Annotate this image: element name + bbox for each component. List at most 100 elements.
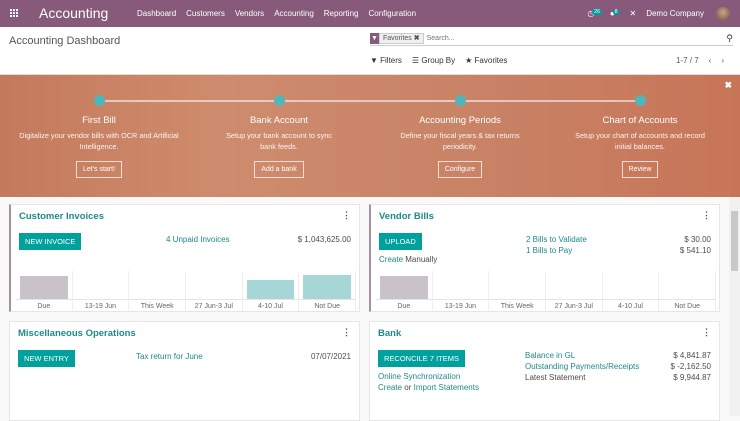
- search-bar: ▼ Favorites ✖ ⚲: [370, 32, 733, 46]
- search-facet: Favorites ✖: [379, 33, 424, 44]
- review-button[interactable]: Review: [621, 161, 659, 178]
- card-title[interactable]: Bank: [378, 328, 402, 339]
- filters-button[interactable]: ▼ Filters: [370, 56, 402, 65]
- menu-configuration[interactable]: Configuration: [368, 9, 417, 18]
- online-sync-link[interactable]: Online Synchronization: [378, 372, 461, 381]
- step-dot: [634, 95, 646, 106]
- upload-button[interactable]: UPLOAD: [379, 233, 422, 250]
- latest-statement-label: Latest Statement: [525, 373, 586, 382]
- step-description: Setup your bank account to sync bank fee…: [226, 131, 332, 151]
- unpaid-invoices-link[interactable]: 4 Unpaid Invoices: [166, 235, 230, 244]
- configure-button[interactable]: Configure: [437, 161, 483, 178]
- balance-gl-amount: $ 4,841.87: [673, 351, 711, 360]
- tax-return-link[interactable]: Tax return for June: [136, 352, 203, 361]
- step-title: Chart of Accounts: [602, 115, 678, 126]
- page-title: Accounting Dashboard: [9, 35, 121, 47]
- chart-column[interactable]: 4-10 Jul: [602, 271, 660, 313]
- chart-label: This Week: [129, 299, 185, 313]
- chart-bar[interactable]: [380, 276, 428, 299]
- kebab-menu-icon[interactable]: ⋮: [342, 210, 351, 220]
- chart-column[interactable]: 4-10 Jul: [242, 271, 300, 313]
- card-title[interactable]: Vendor Bills: [379, 211, 434, 222]
- chart-label: 27 Jun-3 Jul: [546, 299, 602, 313]
- pager-next-icon[interactable]: ›: [721, 56, 724, 65]
- menu-dashboard[interactable]: Dashboard: [137, 9, 177, 18]
- top-navbar: Accounting Dashboard Customers Vendors A…: [0, 0, 740, 27]
- card-title[interactable]: Miscellaneous Operations: [18, 328, 136, 339]
- vendor-bills-card: Vendor Bills ⋮ UPLOAD Create Manually 2 …: [369, 204, 720, 313]
- import-statements-link[interactable]: Import Statements: [413, 383, 479, 392]
- unpaid-amount: $ 1,043,625.00: [297, 235, 351, 244]
- step-first-bill: First Bill Digitalize your vendor bills …: [19, 95, 179, 178]
- pager-prev-icon[interactable]: ‹: [708, 56, 712, 65]
- invoice-aging-chart[interactable]: Due 13-19 Jun This Week 27 Jun-3 Jul 4-10 Ju…: [16, 271, 356, 313]
- validate-amount: $ 30.00: [684, 235, 711, 244]
- chart-column[interactable]: 27 Jun-3 Jul: [186, 271, 243, 313]
- chart-column[interactable]: This Week: [129, 271, 186, 313]
- balance-gl-link[interactable]: Balance in GL: [525, 351, 576, 360]
- chart-bar[interactable]: [303, 275, 351, 299]
- step-title: Accounting Periods: [419, 115, 501, 126]
- create-statement-link[interactable]: Create: [378, 383, 403, 392]
- chart-column[interactable]: Not Due: [299, 271, 356, 313]
- activity-icon[interactable]: ◷26: [587, 9, 602, 18]
- kebab-menu-icon[interactable]: ⋮: [702, 327, 711, 337]
- kebab-menu-icon[interactable]: ⋮: [342, 327, 351, 337]
- filters-label: Filters: [380, 56, 402, 65]
- chart-column[interactable]: 27 Jun-3 Jul: [546, 271, 603, 313]
- bills-to-pay-link[interactable]: 1 Bills to Pay: [526, 246, 573, 255]
- customer-invoices-card: Customer Invoices ⋮ NEW INVOICE 4 Unpaid…: [9, 204, 360, 313]
- outstanding-payments-link[interactable]: Outstanding Payments/Receipts: [525, 362, 640, 371]
- chart-bar[interactable]: [246, 279, 295, 299]
- close-banner-icon[interactable]: ✖: [724, 80, 732, 90]
- new-entry-button[interactable]: NEW ENTRY: [18, 350, 75, 367]
- menu-accounting[interactable]: Accounting: [274, 9, 314, 18]
- menu-vendors[interactable]: Vendors: [234, 9, 265, 18]
- activity-badge: 26: [592, 9, 602, 15]
- facet-remove-icon[interactable]: ✖: [413, 35, 420, 42]
- reconcile-button[interactable]: RECONCILE 7 ITEMS: [378, 350, 466, 367]
- step-title: First Bill: [82, 115, 116, 126]
- chart-label: This Week: [489, 299, 545, 313]
- card-title[interactable]: Customer Invoices: [19, 211, 104, 222]
- chart-column[interactable]: Due: [16, 271, 73, 313]
- menu-reporting[interactable]: Reporting: [323, 9, 359, 18]
- scrollbar[interactable]: [729, 197, 740, 416]
- chart-column[interactable]: This Week: [489, 271, 546, 313]
- lets-start-button[interactable]: Let's start!: [75, 161, 123, 178]
- group-by-label: Group By: [421, 56, 456, 65]
- favorites-button[interactable]: ★ Favorites: [465, 56, 508, 65]
- create-manually-link[interactable]: Create: [379, 255, 404, 264]
- or-text: or: [404, 383, 412, 392]
- kebab-menu-icon[interactable]: ⋮: [702, 210, 711, 220]
- bills-to-validate-link[interactable]: 2 Bills to Validate: [526, 235, 587, 244]
- pager-value[interactable]: 1-7 / 7: [675, 56, 699, 65]
- tax-return-date: 07/07/2021: [310, 352, 351, 361]
- company-switcher[interactable]: Demo Company: [646, 9, 704, 18]
- user-avatar[interactable]: [716, 6, 730, 21]
- new-invoice-button[interactable]: NEW INVOICE: [19, 233, 82, 250]
- messages-icon[interactable]: ●8: [609, 9, 620, 18]
- chart-column[interactable]: Due: [376, 271, 433, 313]
- step-dot: [93, 95, 105, 106]
- favorites-label: Favorites: [474, 56, 508, 65]
- add-bank-button[interactable]: Add a bank: [254, 161, 304, 178]
- chart-column[interactable]: Not Due: [659, 271, 716, 313]
- search-input[interactable]: [426, 35, 733, 42]
- bills-aging-chart[interactable]: Due 13-19 Jun This Week 27 Jun-3 Jul 4-10 Ju…: [376, 271, 716, 313]
- manually-text: Manually: [405, 255, 438, 264]
- create-import-statements: Create or Import Statements: [378, 383, 479, 392]
- chart-bar[interactable]: [20, 276, 68, 299]
- apps-menu-icon[interactable]: [10, 9, 19, 18]
- chart-label: 4-10 Jul: [602, 299, 659, 313]
- debug-tools-icon[interactable]: ✕: [629, 9, 637, 18]
- chart-column[interactable]: 13-19 Jun: [72, 271, 130, 313]
- step-dot: [273, 95, 285, 106]
- scrollbar-thumb[interactable]: [731, 211, 738, 271]
- search-icon[interactable]: ⚲: [726, 33, 733, 43]
- app-brand[interactable]: Accounting: [39, 5, 109, 21]
- chart-column[interactable]: 13-19 Jun: [432, 271, 490, 313]
- menu-customers[interactable]: Customers: [186, 9, 225, 18]
- group-by-button[interactable]: ☰ Group By: [411, 56, 456, 65]
- filter-icon: ▼: [370, 33, 379, 44]
